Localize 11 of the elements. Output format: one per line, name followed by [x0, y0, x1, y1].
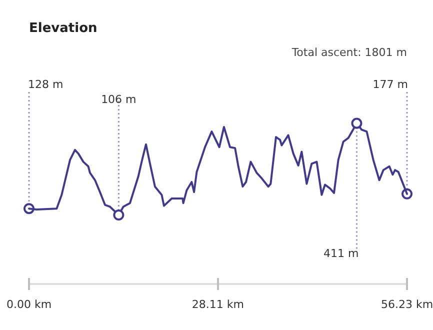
text: 177 m	[372, 78, 408, 91]
x-tick-label: 0.00 km	[6, 298, 52, 311]
text: Total ascent: 1801 m	[290, 46, 407, 59]
annotation: 106 m	[101, 93, 136, 106]
chart-title: Elevation	[29, 21, 98, 36]
x-tick-label: 28.11 km	[192, 298, 244, 311]
point	[113, 210, 124, 220]
point	[351, 118, 362, 129]
text: 128 m	[28, 78, 64, 91]
x-tick-label: 56.23 km	[380, 298, 433, 311]
annotation: 411 m	[324, 247, 359, 260]
